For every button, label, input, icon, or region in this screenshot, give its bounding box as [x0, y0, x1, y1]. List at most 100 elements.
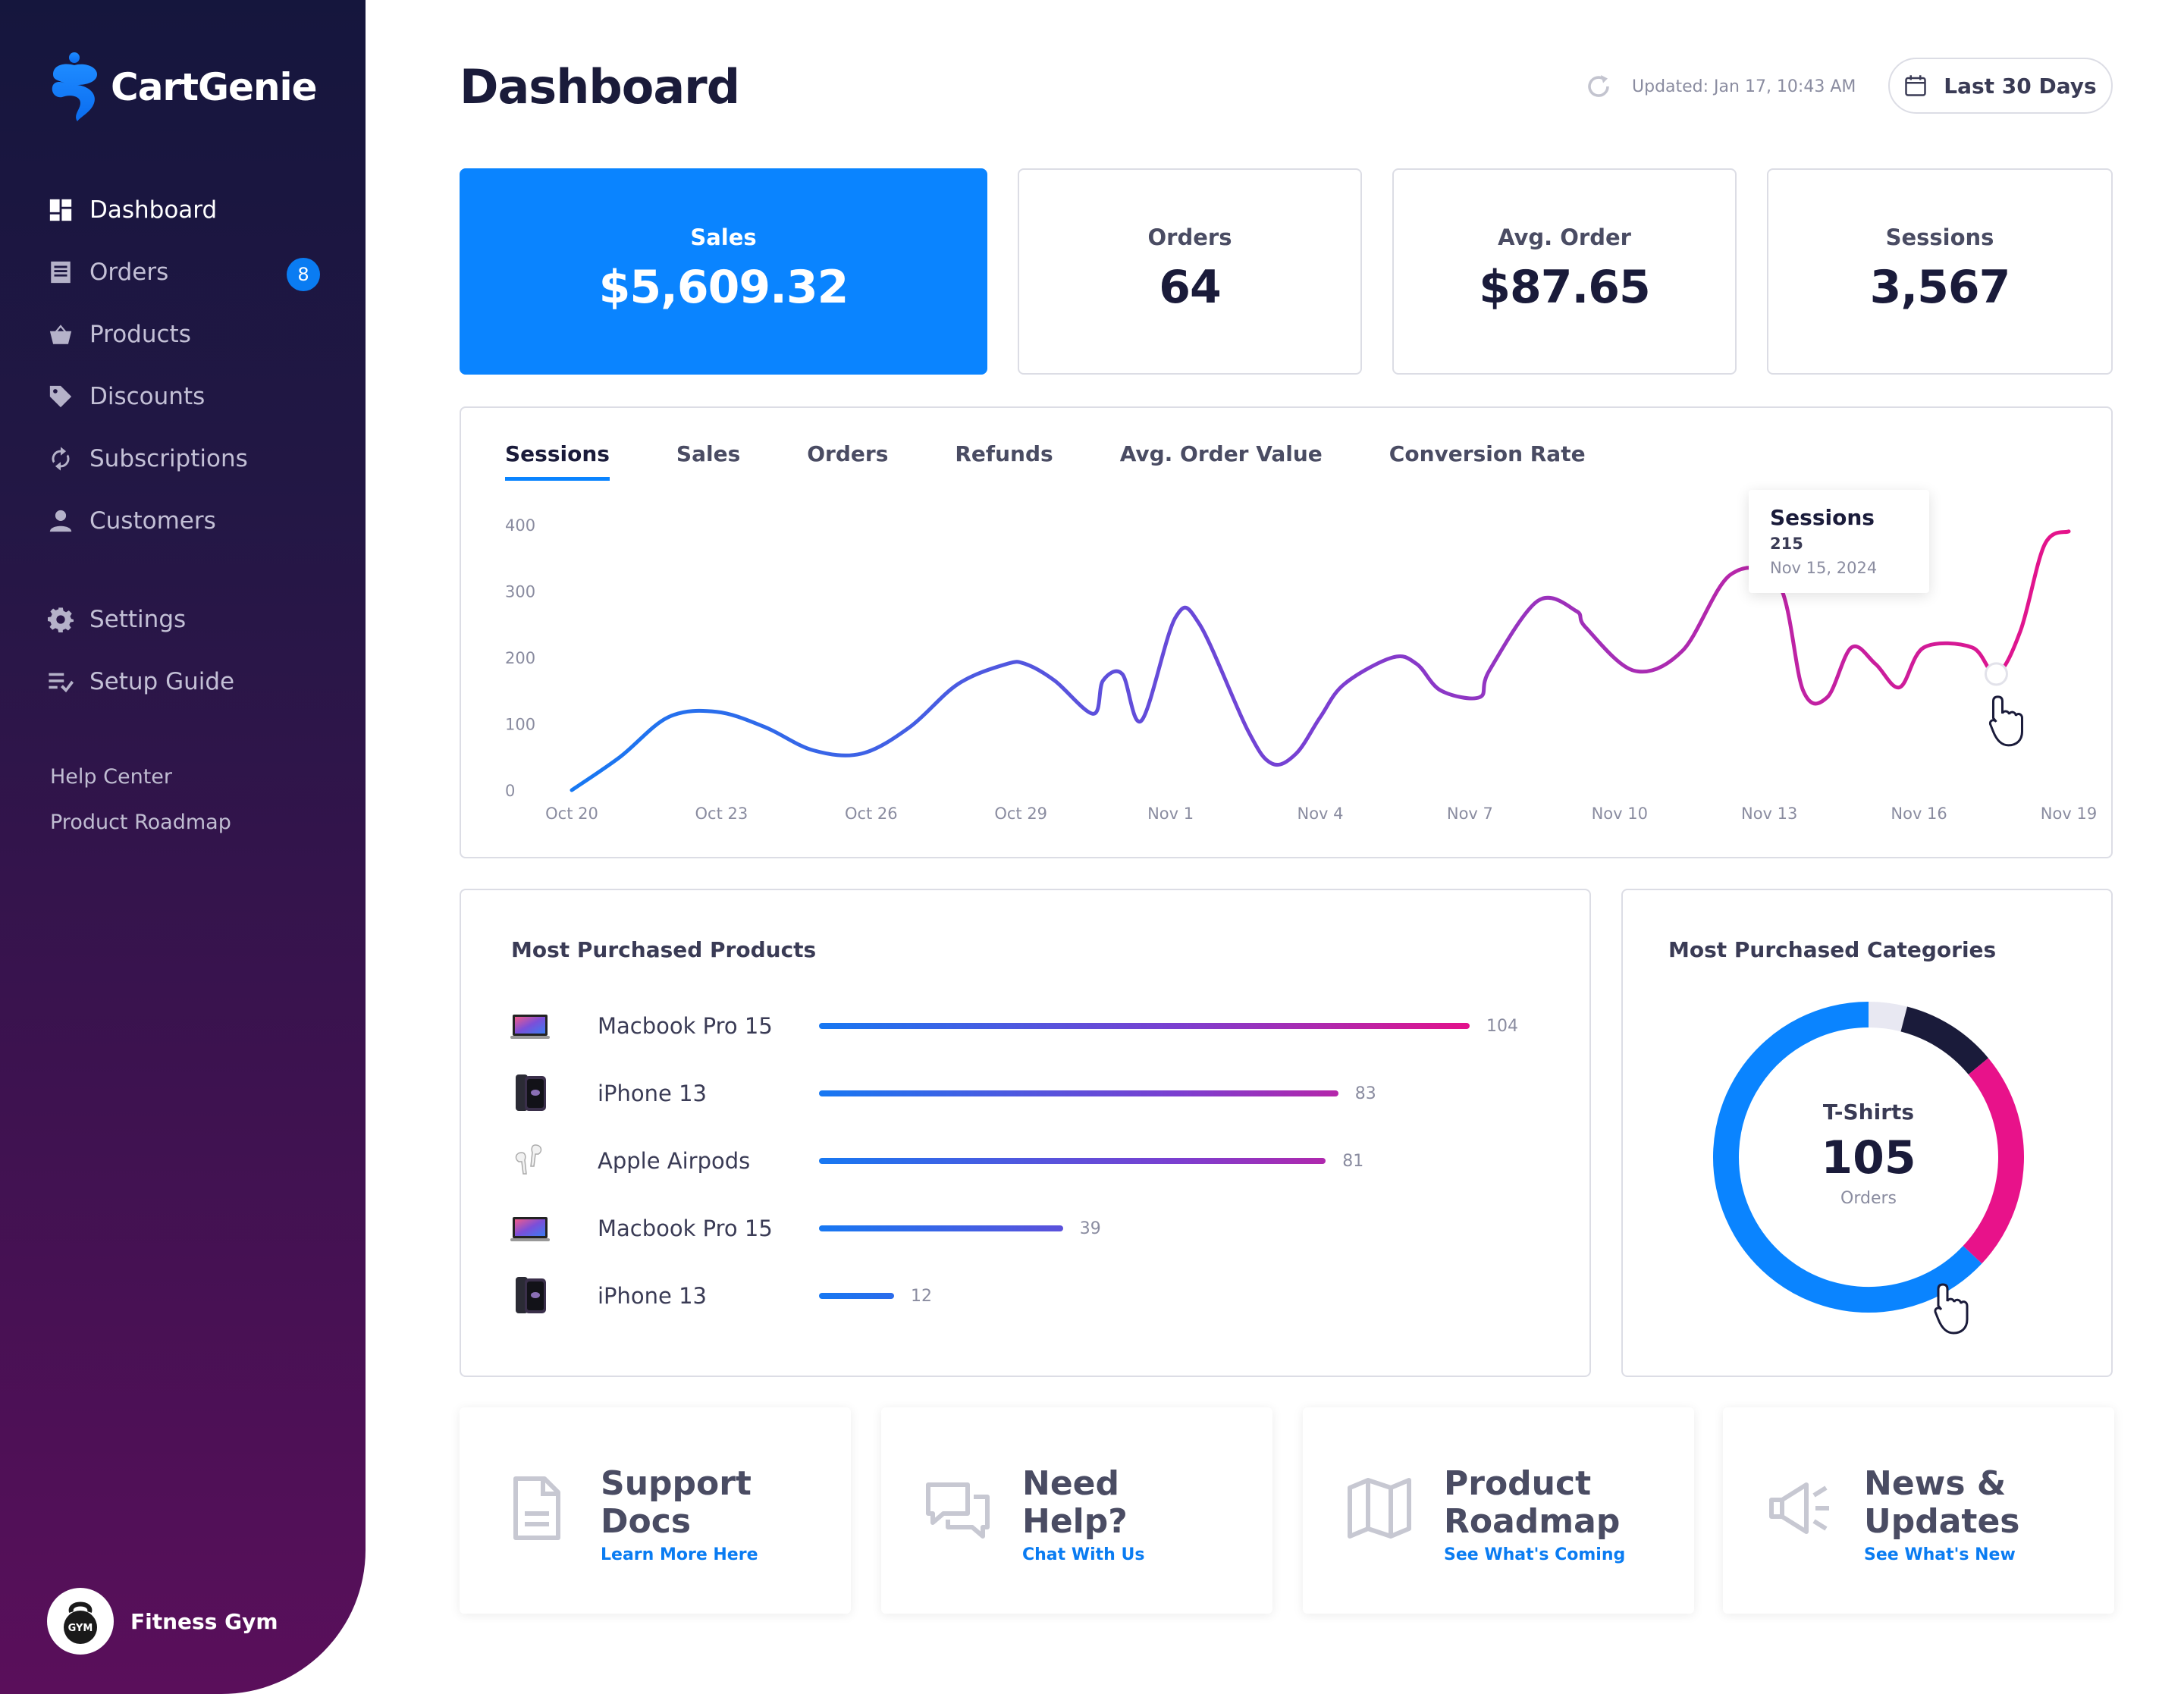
sidebar-item-setup-guide[interactable]: Setup Guide — [47, 651, 320, 713]
tab-sessions[interactable]: Sessions — [505, 441, 610, 481]
x-tick-label: Oct 26 — [845, 805, 898, 823]
resource-title: Product Roadmap — [1444, 1465, 1687, 1541]
chart-tooltip: Sessions 215 Nov 15, 2024 — [1749, 490, 1929, 593]
sidebar-item-subscriptions[interactable]: Subscriptions — [47, 428, 320, 490]
sidebar-item-dashboard[interactable]: Dashboard — [47, 179, 320, 241]
stat-value: 64 — [1159, 261, 1222, 314]
stat-card-sales[interactable]: Sales $5,609.32 — [460, 168, 987, 375]
basket-icon — [47, 321, 74, 348]
data-point-marker[interactable] — [1984, 662, 2008, 686]
stat-card-sessions[interactable]: Sessions 3,567 — [1767, 168, 2113, 375]
x-tick-label: Nov 13 — [1741, 805, 1797, 823]
sessions-line-chart[interactable]: 0 100 200 300 400 Oct 20 Oct 23 Oct 26 Oct 29 Nov… — [461, 408, 2111, 857]
need-help-card[interactable]: Need Help? Chat With Us — [881, 1407, 1272, 1614]
resource-title-line: Roadmap — [1444, 1502, 1621, 1541]
product-roadmap-card[interactable]: Product Roadmap See What's Coming — [1303, 1407, 1694, 1614]
sidebar-item-label: Setup Guide — [89, 668, 235, 695]
sidebar-item-label: Orders — [89, 259, 169, 286]
page-title: Dashboard — [460, 59, 740, 115]
sidebar-item-settings[interactable]: Settings — [47, 588, 320, 651]
help-center-link[interactable]: Help Center — [50, 764, 173, 789]
sidebar-nav: Dashboard Orders 8 Products Discounts Su… — [47, 179, 320, 713]
resource-title: Support Docs — [601, 1465, 843, 1541]
stat-card-orders[interactable]: Orders 64 — [1018, 168, 1362, 375]
x-tick-label: Nov 10 — [1592, 805, 1648, 823]
stat-label: Orders — [1147, 224, 1232, 250]
date-range-button[interactable]: Last 30 Days — [1888, 58, 2113, 114]
categories-donut-chart[interactable] — [1623, 890, 2114, 1379]
stat-card-avg-order[interactable]: Avg. Order $87.65 — [1392, 168, 1737, 375]
tab-orders[interactable]: Orders — [807, 441, 889, 466]
x-tick-label: Oct 20 — [545, 805, 598, 823]
refresh-icon[interactable] — [1585, 73, 1612, 100]
donut-segment[interactable] — [1713, 1002, 1982, 1313]
learn-more-link[interactable]: Learn More Here — [601, 1545, 758, 1564]
resource-title-line: Product — [1444, 1464, 1592, 1503]
tab-avg-order-value[interactable]: Avg. Order Value — [1119, 441, 1323, 466]
product-roadmap-link[interactable]: Product Roadmap — [50, 810, 231, 834]
x-tick-label: Oct 29 — [994, 805, 1047, 823]
sessions-series-line[interactable] — [570, 529, 2071, 792]
product-row[interactable]: Macbook Pro 15 39 — [510, 1202, 1571, 1255]
sidebar-item-orders[interactable]: Orders 8 — [47, 241, 320, 303]
resource-title-line: News & — [1864, 1464, 2007, 1503]
donut-segment[interactable] — [1900, 1006, 1988, 1075]
person-icon — [47, 507, 74, 535]
x-tick-label: Nov 16 — [1891, 805, 1947, 823]
product-bar — [819, 1023, 1470, 1029]
donut-segment[interactable] — [1963, 1058, 2024, 1264]
store-switcher[interactable]: GYM Fitness Gym — [47, 1588, 278, 1655]
resource-title-line: Need — [1022, 1464, 1120, 1503]
stat-value: 3,567 — [1869, 261, 2011, 314]
most-purchased-products-card: Most Purchased Products Macbook Pro 15 10… — [460, 889, 1591, 1377]
genie-icon — [52, 52, 97, 121]
updated-text: Updated: Jan 17, 10:43 AM — [1632, 77, 1856, 96]
airpods-icon — [510, 1140, 551, 1181]
kettlebell-icon: GYM — [64, 1601, 97, 1644]
see-whats-coming-link[interactable]: See What's Coming — [1444, 1545, 1626, 1564]
tooltip-date: Nov 15, 2024 — [1770, 559, 1878, 577]
date-range-label: Last 30 Days — [1944, 73, 2097, 99]
donut-segment[interactable] — [1868, 1002, 1907, 1032]
product-row[interactable]: iPhone 13 83 — [510, 1067, 1571, 1120]
x-tick-label: Oct 23 — [695, 805, 748, 823]
resource-title: Need Help? — [1022, 1465, 1265, 1541]
tab-refunds[interactable]: Refunds — [955, 441, 1053, 466]
sidebar-item-label: Subscriptions — [89, 445, 248, 472]
tooltip-value: 215 — [1770, 535, 1803, 553]
chat-with-us-link[interactable]: Chat With Us — [1022, 1545, 1145, 1564]
nav-spacer — [47, 552, 320, 588]
product-row[interactable]: Macbook Pro 15 104 — [510, 999, 1571, 1052]
store-logo-text: GYM — [68, 1623, 93, 1634]
resource-title-line: Updates — [1864, 1502, 2020, 1541]
see-whats-new-link[interactable]: See What's New — [1864, 1545, 2016, 1564]
product-value: 39 — [1079, 1219, 1101, 1238]
brand-name: CartGenie — [111, 65, 318, 109]
product-value: 12 — [911, 1286, 932, 1306]
y-tick-label: 200 — [505, 649, 535, 667]
product-name: Macbook Pro 15 — [598, 1013, 773, 1039]
news-updates-card[interactable]: News & Updates See What's New — [1723, 1407, 2114, 1614]
tab-sales[interactable]: Sales — [676, 441, 741, 466]
brand-logo[interactable]: CartGenie — [47, 52, 318, 123]
gear-icon — [47, 606, 74, 633]
sidebar-item-customers[interactable]: Customers — [47, 490, 320, 552]
x-tick-label: Nov 1 — [1147, 805, 1194, 823]
resource-title: News & Updates — [1864, 1465, 2107, 1541]
sidebar-item-discounts[interactable]: Discounts — [47, 365, 320, 428]
support-docs-card[interactable]: Support Docs Learn More Here — [460, 1407, 851, 1614]
y-tick-label: 300 — [505, 583, 535, 601]
sidebar-links: Help Center Product Roadmap — [50, 754, 231, 845]
document-icon — [502, 1474, 570, 1542]
product-row[interactable]: iPhone 13 12 — [510, 1269, 1571, 1322]
product-row[interactable]: Apple Airpods 81 — [510, 1134, 1571, 1187]
tab-conversion-rate[interactable]: Conversion Rate — [1389, 441, 1586, 466]
sidebar-item-label: Products — [89, 321, 191, 348]
y-tick-label: 400 — [505, 516, 535, 535]
pointer-cursor-icon — [1934, 1283, 1969, 1335]
sidebar: CartGenie Dashboard Orders 8 Products Di… — [0, 0, 366, 1694]
stat-value: $5,609.32 — [598, 261, 849, 314]
chart-tabs: Sessions Sales Orders Refunds Avg. Order… — [505, 441, 1652, 481]
sidebar-item-products[interactable]: Products — [47, 303, 320, 365]
phone-icon — [510, 1275, 551, 1316]
